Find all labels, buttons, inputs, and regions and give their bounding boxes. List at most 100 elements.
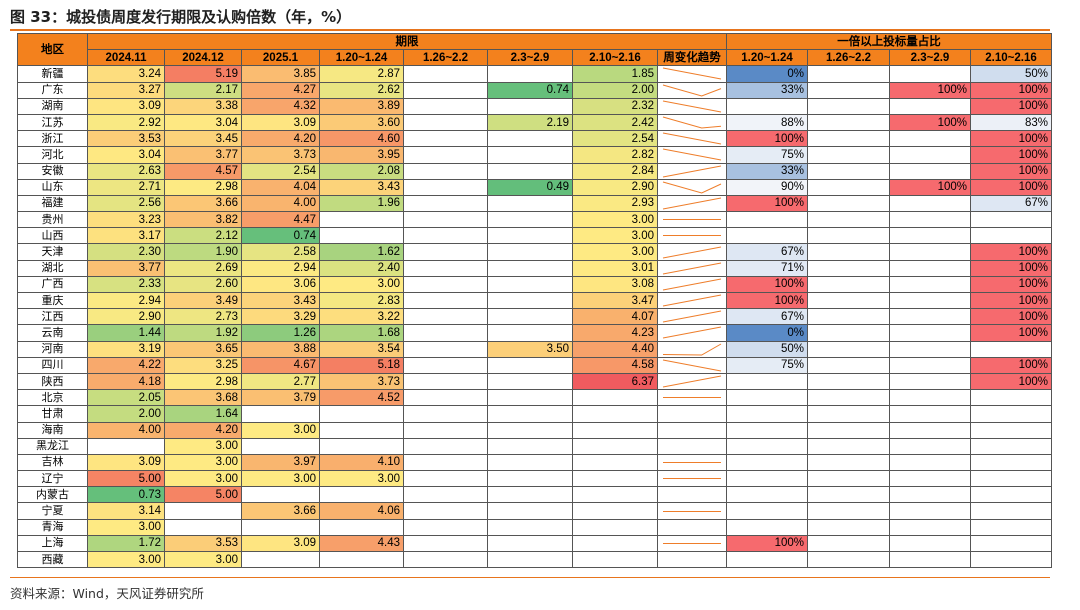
ratio-cell — [970, 486, 1052, 504]
ratio-cell — [970, 227, 1052, 245]
term-cell — [403, 324, 488, 342]
term-cell: 1.62 — [319, 243, 404, 261]
term-cell: 1.85 — [572, 65, 658, 83]
ratio-cell — [970, 389, 1052, 407]
ratio-cell — [970, 518, 1052, 536]
term-cell: 3.38 — [164, 97, 242, 115]
term-cell: 3.14 — [87, 502, 165, 520]
region-cell: 江苏 — [17, 113, 88, 132]
table-row: 上海 1.72 3.53 3.09 4.43 100% — [17, 534, 1052, 553]
term-cell: 3.97 — [241, 453, 320, 472]
region-cell: 云南 — [17, 324, 88, 342]
top-rule — [10, 29, 1050, 31]
term-cell: 2.92 — [87, 113, 165, 132]
ratio-cell — [807, 502, 890, 520]
term-cell: 3.45 — [164, 130, 242, 148]
term-cell — [487, 470, 573, 488]
term-cell: 1.68 — [319, 324, 404, 342]
term-cell: 3.25 — [164, 356, 242, 374]
ratio-cell — [889, 97, 971, 115]
region-cell: 海南 — [17, 421, 88, 439]
term-cell: 2.05 — [87, 389, 165, 407]
term-cell — [487, 243, 573, 261]
ratio-cell — [970, 502, 1052, 520]
ratio-cell — [889, 194, 971, 213]
term-cell: 3.00 — [572, 227, 658, 245]
term-cell: 3.00 — [164, 550, 242, 569]
ratio-cell: 100% — [726, 534, 808, 553]
table-row: 内蒙古 0.73 5.00 — [17, 486, 1052, 504]
term-cell: 3.00 — [572, 243, 658, 261]
ratio-cell — [807, 113, 890, 132]
region-cell: 内蒙古 — [17, 486, 88, 504]
term-cell: 2.00 — [572, 81, 658, 99]
term-cell: 3.09 — [241, 113, 320, 132]
term-cell — [403, 291, 488, 310]
term-cell — [487, 275, 573, 294]
ratio-cell: 100% — [970, 372, 1052, 391]
ratio-cell: 100% — [970, 275, 1052, 294]
region-cell: 黑龙江 — [17, 437, 88, 455]
trend-sparkline — [662, 343, 722, 356]
ratio-cell: 100% — [970, 291, 1052, 310]
table-row: 贵州 3.23 3.82 4.47 3.00 — [17, 211, 1052, 229]
trend-sparkline — [662, 116, 722, 129]
ratio-cell: 100% — [970, 146, 1052, 164]
term-cell — [487, 356, 573, 374]
ratio-cell — [807, 518, 890, 536]
ratio-cell: 100% — [970, 259, 1052, 277]
term-cell — [572, 405, 658, 423]
table-row: 西藏 3.00 3.00 — [17, 550, 1052, 569]
table-row: 广西 2.33 2.60 3.06 3.00 3.08 100% 100% — [17, 275, 1052, 294]
term-cell: 3.53 — [87, 130, 165, 148]
ratio-cell — [889, 291, 971, 310]
term-cell — [572, 470, 658, 488]
ratio-cell — [807, 227, 890, 245]
trend-cell — [657, 437, 727, 455]
term-cell: 3.00 — [241, 470, 320, 488]
trend-sparkline — [658, 520, 726, 535]
term-cell: 3.27 — [87, 81, 165, 99]
term-cell: 4.47 — [241, 211, 320, 229]
term-cell: 2.71 — [87, 178, 165, 196]
term-cell: 2.56 — [87, 194, 165, 213]
trend-sparkline — [663, 397, 721, 399]
term-cell — [487, 194, 573, 213]
region-cell: 广西 — [17, 275, 88, 294]
term-cell: 2.83 — [319, 291, 404, 310]
ratio-cell: 67% — [726, 243, 808, 261]
trend-sparkline — [662, 375, 722, 388]
term-cell: 4.20 — [241, 130, 320, 148]
header-ratio-group: 一倍以上投标量占比 — [726, 32, 1052, 51]
term-cell: 1.96 — [319, 194, 404, 213]
term-cell: 4.22 — [87, 356, 165, 374]
term-cell: 1.90 — [164, 243, 242, 261]
term-cell: 3.00 — [572, 211, 658, 229]
ratio-cell — [726, 453, 808, 472]
term-cell — [403, 534, 488, 553]
term-cell: 4.52 — [319, 389, 404, 407]
term-cell — [241, 486, 320, 504]
ratio-cell — [970, 470, 1052, 488]
term-cell: 3.53 — [164, 534, 242, 553]
term-cell: 1.26 — [241, 324, 320, 342]
ratio-cell — [807, 275, 890, 294]
table-row: 浙江 3.53 3.45 4.20 4.60 2.54 100% 100% — [17, 130, 1052, 148]
ratio-cell — [807, 405, 890, 423]
region-cell: 重庆 — [17, 291, 88, 310]
region-cell: 青海 — [17, 518, 88, 536]
header-ratio-col: 1.26~2.2 — [807, 49, 890, 67]
header-ratio-col: 1.20~1.24 — [726, 49, 808, 67]
ratio-cell — [970, 421, 1052, 439]
term-cell: 2.93 — [572, 194, 658, 213]
ratio-cell — [970, 550, 1052, 569]
ratio-cell — [970, 437, 1052, 455]
term-cell: 3.19 — [87, 340, 165, 358]
trend-cell — [657, 162, 727, 180]
table-row: 吉林 3.09 3.00 3.97 4.10 — [17, 453, 1052, 472]
ratio-cell: 100% — [726, 130, 808, 148]
table-row: 陕西 4.18 2.98 2.77 3.73 6.37 100% — [17, 372, 1052, 391]
term-cell: 3.09 — [241, 534, 320, 553]
trend-cell — [657, 291, 727, 310]
term-cell — [403, 340, 488, 358]
